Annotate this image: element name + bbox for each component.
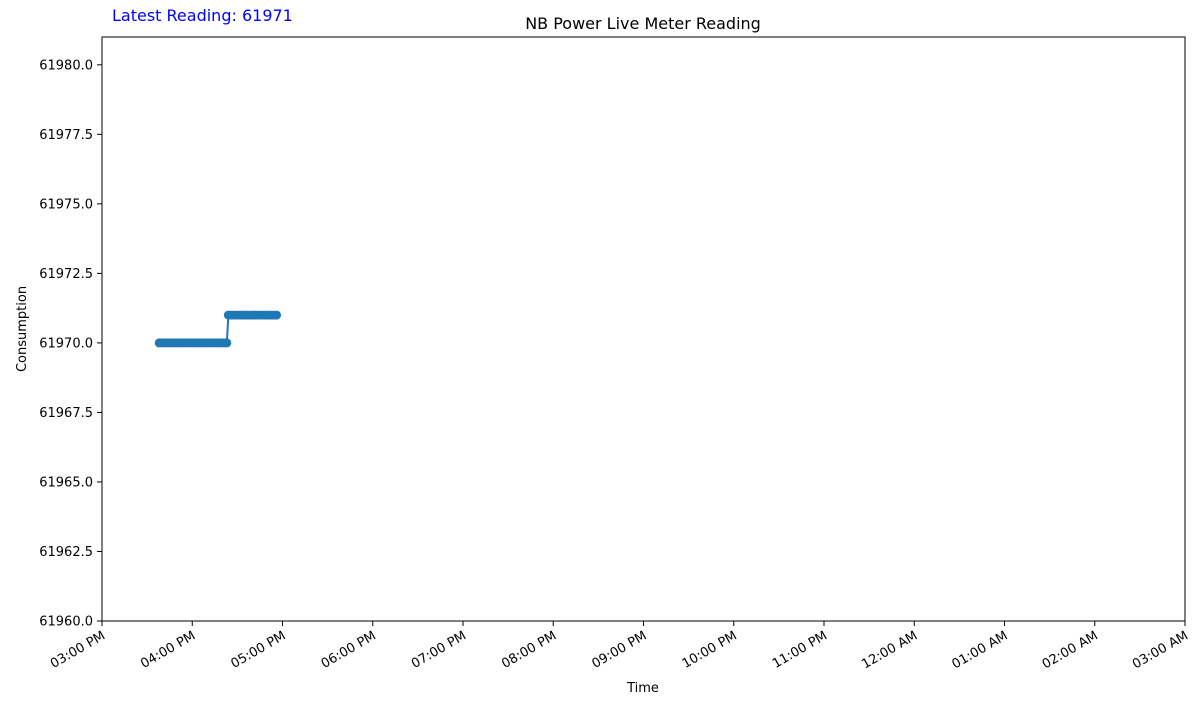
x-tick-label: 06:00 PM xyxy=(319,628,379,671)
latest-reading-label: Latest Reading: 61971 xyxy=(112,6,293,25)
y-tick-label: 61960.0 xyxy=(39,615,93,630)
y-tick-label: 61967.5 xyxy=(39,406,93,421)
y-tick-label: 61977.5 xyxy=(39,128,93,143)
x-tick-label: 04:00 PM xyxy=(138,628,198,671)
x-tick-label: 09:00 PM xyxy=(589,628,649,671)
data-point xyxy=(222,338,232,348)
data-point xyxy=(272,310,281,320)
x-tick-label: 02:00 AM xyxy=(1040,628,1101,672)
y-tick-label: 61975.0 xyxy=(39,197,93,212)
series-layer xyxy=(154,310,281,348)
y-tick-label: 61980.0 xyxy=(39,58,93,73)
x-tick-label: 11:00 PM xyxy=(770,628,830,671)
plot-frame xyxy=(101,36,1186,622)
x-axis-label: Time xyxy=(626,681,659,696)
y-tick-label: 61965.0 xyxy=(39,475,93,490)
y-tick-label: 61962.5 xyxy=(39,545,93,560)
x-tick-label: 10:00 PM xyxy=(680,628,740,671)
x-axis: 03:00 PM 04:00 PM 05:00 PM 06:00 PM 07:00 PM… xyxy=(48,621,1191,672)
y-axis-label: Consumption xyxy=(15,286,30,372)
y-tick-label: 61970.0 xyxy=(39,336,93,351)
x-tick-label: 08:00 PM xyxy=(499,628,559,671)
x-tick-label: 01:00 AM xyxy=(950,628,1011,672)
x-tick-label: 03:00 PM xyxy=(48,628,108,671)
x-tick-label: 12:00 AM xyxy=(859,628,920,672)
y-axis: 61960.0 61962.5 61965.0 61967.5 61970.0 61972… xyxy=(39,58,102,630)
x-tick-label: 07:00 PM xyxy=(409,628,469,671)
x-tick-label: 05:00 PM xyxy=(228,628,288,671)
chart-title: NB Power Live Meter Reading xyxy=(525,14,761,33)
x-tick-label: 03:00 AM xyxy=(1130,628,1191,672)
y-tick-label: 61972.5 xyxy=(39,267,93,282)
